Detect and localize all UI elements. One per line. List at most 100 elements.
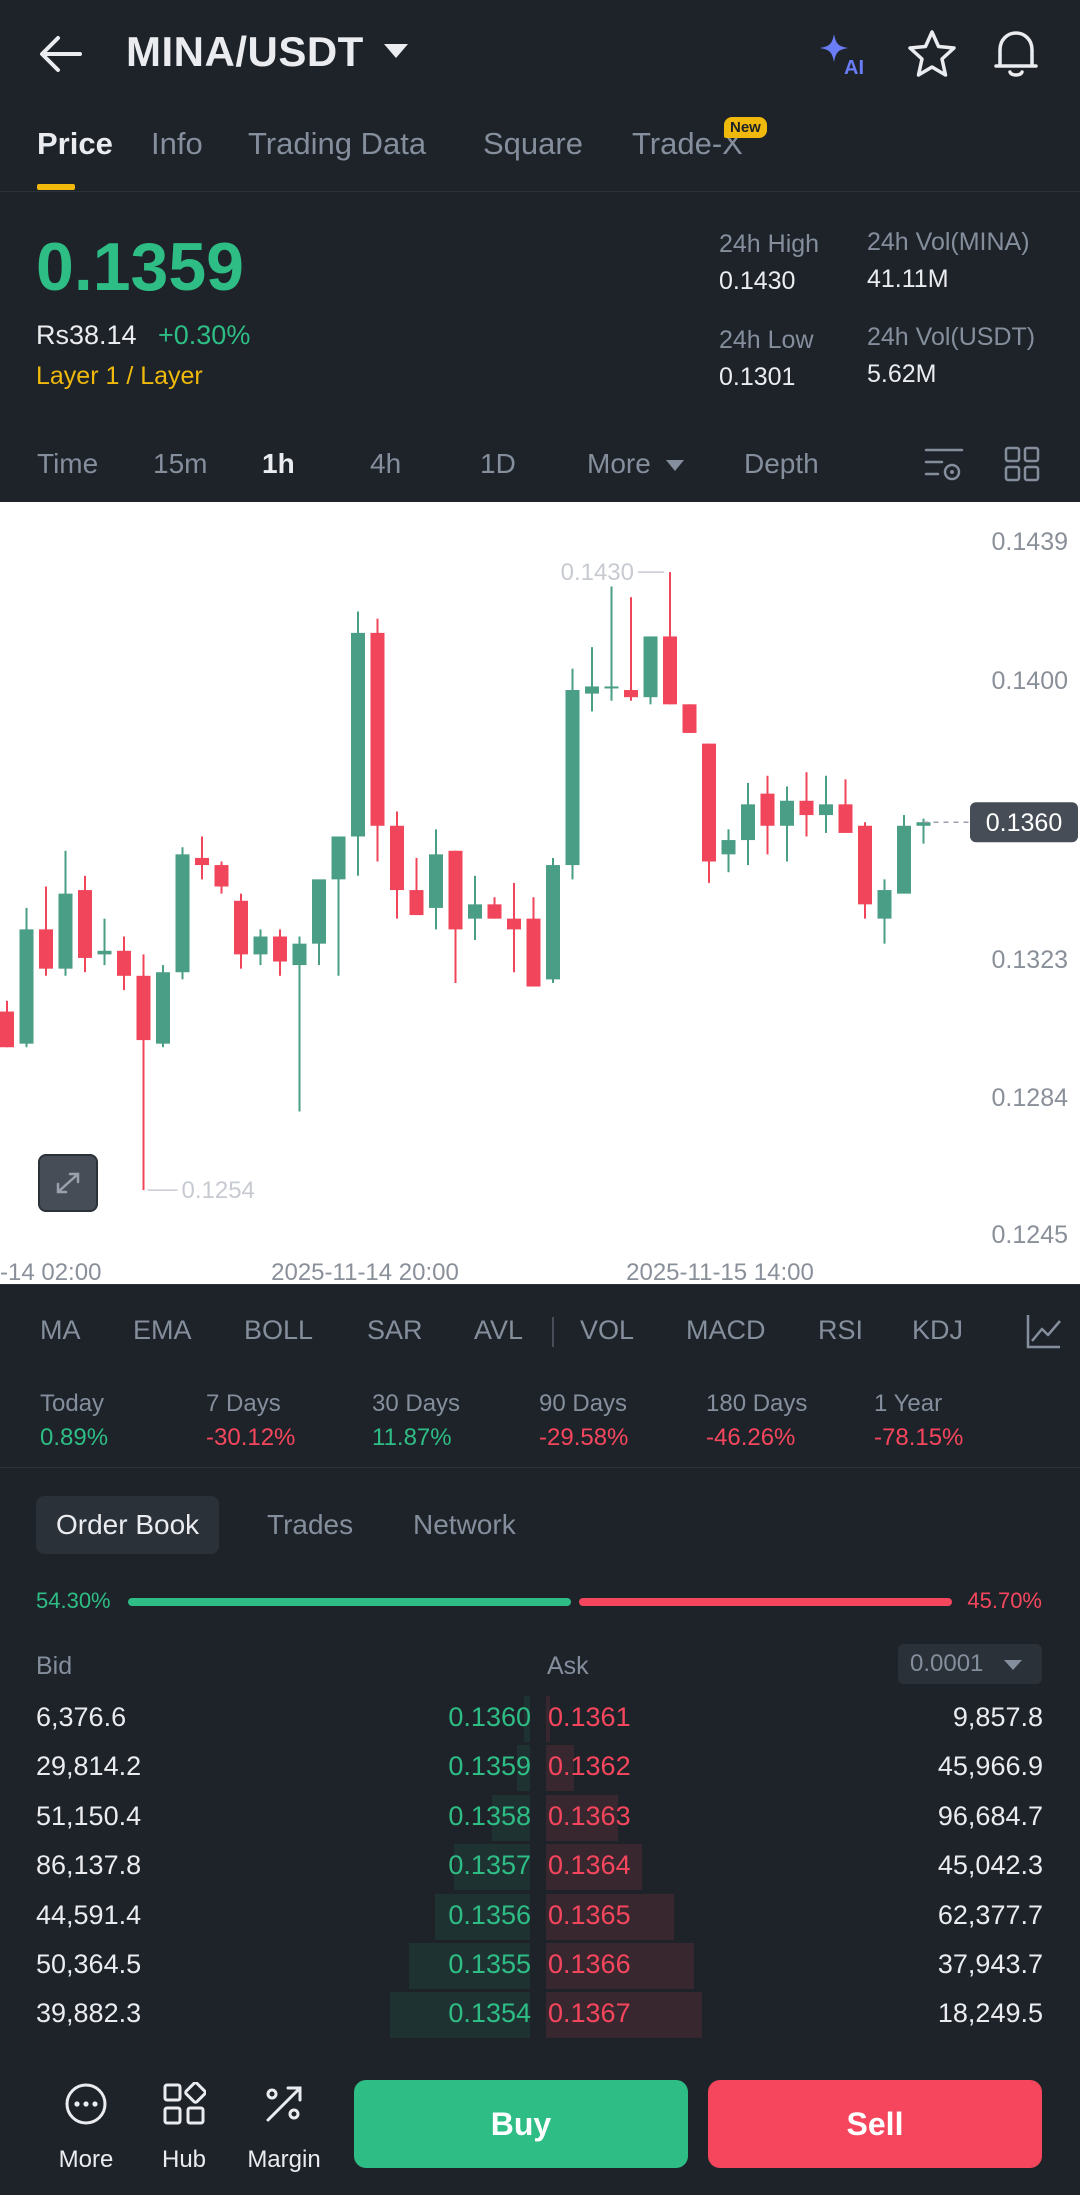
back-arrow-icon[interactable]	[36, 32, 86, 76]
indicator-ma[interactable]: MA	[40, 1315, 81, 1345]
buy-button[interactable]: Buy	[354, 2080, 688, 2168]
ask-quantity: 45,966.9	[937, 1751, 1043, 1782]
indicator-macd[interactable]: MACD	[686, 1315, 766, 1345]
candle-down	[702, 743, 716, 862]
tab-trades[interactable]: Trades	[267, 1509, 354, 1540]
ask-price: 0.1366	[548, 1948, 631, 1979]
candle-up	[780, 800, 794, 826]
ask-quantity: 62,377.7	[937, 1899, 1043, 1930]
chart-settings-icon[interactable]	[924, 446, 964, 484]
layout-grid-icon[interactable]	[1004, 446, 1040, 482]
chart-canvas: 0.14390.14000.13610.13230.12840.12450.14…	[0, 528, 1078, 1284]
interval-4h[interactable]: 4h	[370, 448, 402, 479]
interval-15m[interactable]: 15m	[153, 448, 208, 479]
indicator-settings-icon[interactable]	[1024, 1311, 1064, 1351]
tab-info[interactable]: Info	[151, 126, 203, 161]
indicator-kdj[interactable]: KDJ	[912, 1315, 964, 1345]
bid-depth-bar	[492, 1794, 530, 1841]
ask-quantity: 18,249.5	[937, 1998, 1043, 2029]
candle-down	[195, 857, 209, 866]
candle-up	[351, 632, 365, 837]
candle-down	[39, 929, 53, 969]
candle-down	[507, 918, 521, 930]
more-button[interactable]: More	[44, 2056, 124, 2176]
high-value: 0.1430	[719, 267, 796, 295]
order-book-row[interactable]: 44,591.4 0.1356 0.1365 62,377.7	[0, 1892, 1080, 1941]
indicator-sar[interactable]: SAR	[367, 1315, 423, 1345]
ask-price: 0.1364	[548, 1850, 631, 1881]
ask-depth-bar	[546, 1844, 642, 1891]
order-book-row[interactable]: 39,882.3 0.1354 0.1367 18,249.5	[0, 1990, 1080, 2039]
candle-up	[19, 929, 34, 1044]
bid-price: 0.1354	[448, 1998, 531, 2029]
order-book-row[interactable]: 29,814.2 0.1359 0.1362 45,966.9	[0, 1743, 1080, 1792]
interval-1h[interactable]: 1h	[262, 448, 295, 479]
indicator-boll[interactable]: BOLL	[244, 1315, 314, 1345]
vol-quote-label: 24h Vol(USDT)	[867, 323, 1036, 351]
perf-value-1y: -78.15%	[874, 1424, 964, 1451]
pair-title[interactable]: MINA/USDT	[126, 28, 364, 75]
margin-button[interactable]: Margin	[242, 2056, 322, 2176]
order-book-row[interactable]: 51,150.4 0.1358 0.1363 96,684.7	[0, 1793, 1080, 1842]
expand-chart-button[interactable]	[38, 1154, 98, 1212]
interval-time[interactable]: Time	[37, 448, 99, 479]
candlestick-chart[interactable]: 0.14390.14000.13610.13230.12840.12450.14…	[0, 502, 1080, 1284]
ask-ratio: 45.70%	[967, 1588, 1042, 1613]
tab-trading-data[interactable]: Trading Data	[248, 126, 427, 161]
interval-depth[interactable]: Depth	[744, 448, 819, 479]
indicator-vol[interactable]: VOL	[580, 1315, 635, 1345]
tab-square[interactable]: Square	[483, 126, 583, 161]
y-tick-label: 0.1439	[992, 528, 1068, 556]
bid-ratio: 54.30%	[36, 1588, 111, 1613]
x-tick-label: 2025-11-14 20:00	[271, 1259, 459, 1284]
page-tabs: Price Info Trading Data Square Trade-X	[0, 110, 1080, 192]
ask-quantity: 37,943.7	[937, 1948, 1043, 1979]
precision-select[interactable]: 0.0001	[898, 1644, 1042, 1684]
candle-down	[117, 950, 131, 976]
candle-up	[741, 804, 755, 841]
bid-price: 0.1358	[448, 1800, 531, 1831]
candle-up	[721, 840, 736, 855]
indicator-ema[interactable]: EMA	[133, 1315, 192, 1345]
notification-bell-icon[interactable]	[990, 26, 1042, 80]
ai-sparkle-icon[interactable]: AI	[818, 30, 874, 78]
change-percent: +0.30%	[158, 320, 251, 350]
category-tag[interactable]: Layer 1 / Layer	[36, 362, 203, 390]
candle-down	[409, 890, 424, 916]
pair-dropdown-caret-icon[interactable]	[384, 44, 408, 58]
candle-up	[97, 950, 112, 955]
tab-price[interactable]: Price	[37, 126, 113, 161]
more-dots-icon	[65, 2083, 107, 2125]
sell-button[interactable]: Sell	[708, 2080, 1042, 2168]
bid-depth-bar	[390, 1992, 530, 2039]
ask-price: 0.1363	[548, 1800, 631, 1831]
candle-up	[546, 865, 560, 980]
bid-quantity: 50,364.5	[36, 1948, 142, 1979]
indicator-rsi[interactable]: RSI	[818, 1315, 864, 1345]
candle-up	[58, 893, 73, 969]
tab-network[interactable]: Network	[413, 1509, 516, 1540]
low-marker-label: 0.1254	[182, 1177, 255, 1204]
interval-1d[interactable]: 1D	[480, 448, 516, 479]
low-value: 0.1301	[719, 363, 796, 391]
ask-quantity: 45,042.3	[937, 1850, 1043, 1881]
candle-down	[273, 936, 287, 962]
indicator-avl[interactable]: AVL	[474, 1315, 524, 1345]
y-tick-label: 0.1284	[992, 1084, 1069, 1112]
hub-button[interactable]: Hub	[142, 2056, 222, 2176]
candle-up	[175, 854, 190, 973]
tab-order-book[interactable]: Order Book	[36, 1496, 220, 1554]
ask-price: 0.1367	[548, 1998, 631, 2029]
candle-up	[897, 825, 911, 894]
candle-up	[253, 936, 268, 955]
favorite-star-icon[interactable]	[906, 28, 958, 80]
x-tick-label: -14 02:00	[0, 1259, 101, 1284]
order-book-row[interactable]: 6,376.6 0.1360 0.1361 9,857.8	[0, 1694, 1080, 1743]
interval-more[interactable]: More	[587, 448, 651, 479]
bid-quantity: 6,376.6	[36, 1702, 127, 1732]
candle-up	[429, 854, 443, 908]
ask-depth-bar	[546, 1794, 618, 1841]
order-book-row[interactable]: 86,137.8 0.1357 0.1364 45,042.3	[0, 1842, 1080, 1891]
order-book-row[interactable]: 50,364.5 0.1355 0.1366 37,943.7	[0, 1941, 1080, 1990]
perf-value-today: 0.89%	[40, 1424, 109, 1451]
